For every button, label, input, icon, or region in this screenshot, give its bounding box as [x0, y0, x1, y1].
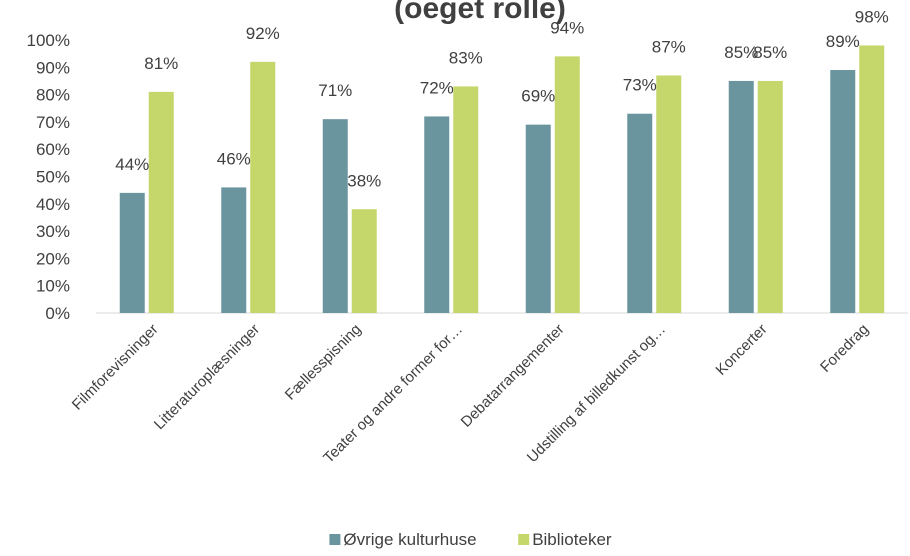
data-label: 94% — [550, 18, 584, 37]
bar-biblioteker — [656, 75, 682, 314]
y-tick-label: 10% — [36, 277, 70, 296]
bar-biblioteker — [554, 56, 580, 313]
legend-label: Biblioteker — [532, 530, 612, 549]
data-label: 46% — [217, 149, 251, 168]
data-labels-group: 44%81%46%92%71%38%72%83%69%94%73%87% 85%8… — [115, 7, 889, 190]
bar-ovrige-kulturhuse — [221, 187, 247, 313]
category-label: Koncerter — [713, 321, 771, 379]
chart-title: (oeget rolle) — [394, 0, 566, 25]
category-label: Debatarrangementer — [458, 321, 568, 431]
data-label: 71% — [318, 81, 352, 100]
y-tick-label: 60% — [36, 140, 70, 159]
bar-biblioteker — [859, 45, 885, 314]
legend-label: Øvrige kulturhuse — [343, 530, 476, 549]
category-label: Fællesspisning — [282, 321, 365, 404]
data-label: 38% — [347, 171, 381, 190]
y-tick-label: 90% — [36, 58, 70, 77]
bar-ovrige-kulturhuse — [728, 80, 754, 313]
data-label: 85% — [724, 43, 758, 62]
data-label: 44% — [115, 155, 149, 174]
category-label: Foredrag — [817, 321, 872, 376]
y-tick-label: 20% — [36, 249, 70, 268]
bar-ovrige-kulturhuse — [119, 192, 145, 313]
bar-ovrige-kulturhuse — [627, 113, 653, 314]
y-tick-label: 0% — [45, 304, 70, 323]
data-label: 85% — [753, 43, 787, 62]
y-tick-label: 30% — [36, 222, 70, 241]
data-label: 92% — [246, 24, 280, 43]
y-tick-label: 80% — [36, 86, 70, 105]
legend: Øvrige kulturhuse Biblioteker — [329, 530, 612, 549]
y-tick-label: 100% — [27, 31, 70, 50]
bar-biblioteker — [757, 80, 783, 313]
bars-group — [119, 45, 885, 314]
bar-biblioteker — [453, 86, 479, 313]
y-tick-label: 70% — [36, 113, 70, 132]
bar-ovrige-kulturhuse — [424, 116, 450, 313]
bar-ovrige-kulturhuse — [322, 119, 348, 313]
y-tick-label: 40% — [36, 195, 70, 214]
legend-swatch — [329, 534, 341, 545]
category-label: Litteraturoplæsninger — [151, 321, 263, 433]
legend-swatch — [518, 534, 530, 545]
y-tick-label: 50% — [36, 168, 70, 187]
bar-biblioteker — [148, 91, 174, 314]
data-label: 73% — [623, 76, 657, 95]
data-label: 72% — [420, 78, 454, 97]
data-label: 98% — [855, 7, 889, 26]
bar-ovrige-kulturhuse — [525, 124, 551, 313]
y-axis: 0% 10% 20% 30% 40% 50% 60% 70% 80% 90% 100% — [27, 31, 70, 323]
bar-biblioteker — [250, 61, 276, 314]
category-label: Filmforevisninger — [69, 321, 162, 414]
data-label: 87% — [652, 37, 686, 56]
bar-biblioteker — [351, 209, 377, 313]
data-label: 89% — [826, 32, 860, 51]
data-label: 83% — [449, 48, 483, 67]
data-label: 69% — [521, 87, 555, 106]
data-label: 81% — [144, 54, 178, 73]
bar-ovrige-kulturhuse — [830, 70, 856, 313]
